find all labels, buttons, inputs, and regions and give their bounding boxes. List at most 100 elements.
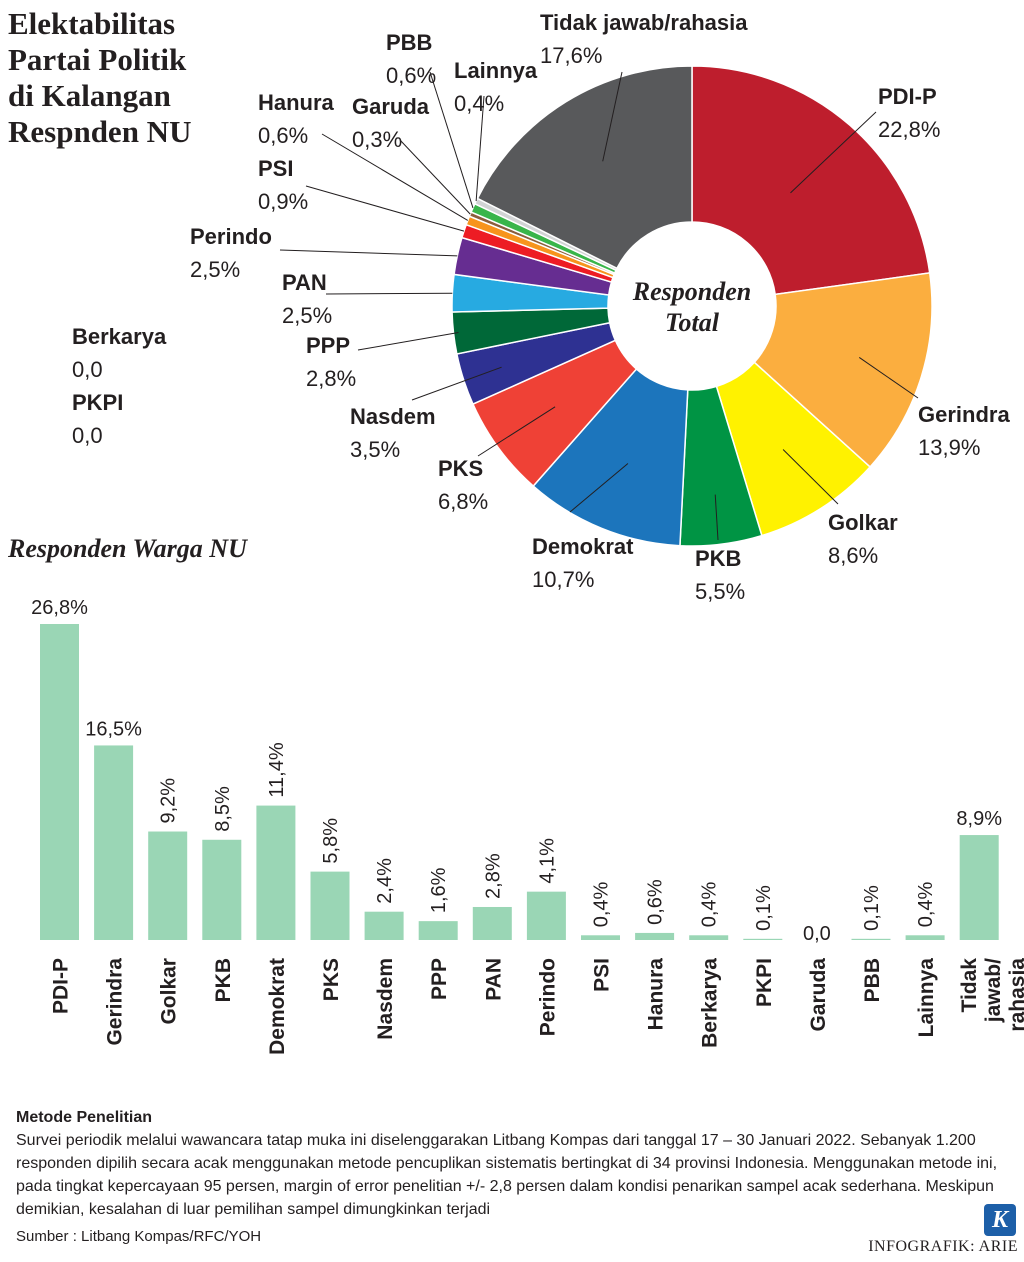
infographic-credit: INFOGRAFIK: ARIE [868, 1238, 1018, 1255]
donut-label-perindo: Perindo [190, 224, 272, 249]
bar-pan [472, 906, 512, 940]
donut-label-pkb: PKB [695, 546, 741, 571]
leader-line-pks [477, 406, 556, 457]
methodology-section: Metode Penelitian Survei periodik melalu… [16, 1106, 1016, 1221]
leader-line-psi [305, 185, 465, 232]
title-line-2: Partai Politik [8, 42, 187, 77]
bar-golkar [148, 831, 188, 940]
leader-line-lainnya [475, 95, 485, 202]
donut-center-label: Responden Total [632, 277, 751, 337]
donut-value-perindo: 2,5% [190, 257, 240, 282]
donut-label-pks: PKS [438, 456, 483, 481]
bar-lainnya [905, 935, 945, 940]
donut-value-pkpi: 0,0 [72, 423, 103, 448]
donut-label-demokrat: Demokrat [532, 534, 634, 559]
leader-line-nasdem [411, 366, 502, 401]
bar-category-lainnya: Lainnya [915, 958, 938, 1038]
donut-label-lainnya: Lainnya [454, 58, 538, 83]
bar-category-perindo: Perindo [536, 958, 559, 1036]
bar-category-gerindra: Gerindra [104, 958, 127, 1046]
donut-value-ppp: 2,8% [306, 366, 356, 391]
bar-perindo [526, 891, 566, 940]
bar-value-gerindra: 16,5% [85, 718, 142, 740]
donut-value-pbb: 0,6% [386, 63, 436, 88]
leader-line-ppp [357, 332, 459, 351]
donut-value-tidak-jawab-rahasia: 17,6% [540, 43, 602, 68]
bar-category-pdi-p: PDI-P [50, 958, 73, 1014]
leader-line-perindo [279, 249, 458, 257]
leader-line-golkar [782, 449, 839, 505]
bar-berkarya [689, 935, 729, 940]
bar-value-lainnya: 0,4% [915, 881, 937, 927]
donut-value-pan: 2,5% [282, 303, 332, 328]
bar-value-garuda: 0,0 [803, 923, 831, 945]
bar-demokrat [256, 805, 296, 940]
bar-category-ppp: PPP [428, 958, 451, 1000]
bar-category-berkarya: Berkarya [699, 958, 722, 1048]
donut-value-hanura: 0,6% [258, 123, 308, 148]
donut-slice-pdi-p [691, 65, 931, 296]
bar-value-pks: 5,8% [320, 818, 342, 864]
bar-pks [310, 871, 350, 940]
bar-category-golkar: Golkar [158, 958, 181, 1025]
bar-hanura [635, 932, 675, 940]
methodology-title: Metode Penelitian [16, 1109, 153, 1126]
title-line-4: Respnden NU [8, 114, 192, 149]
donut-label-pan: PAN [282, 270, 327, 295]
bar-tidak-jawab-rahasia [959, 835, 999, 940]
donut-label-pkpi: PKPI [72, 390, 123, 415]
donut-value-nasdem: 3,5% [350, 437, 400, 462]
donut-label-berkarya: Berkarya [72, 324, 167, 349]
chart-canvas: Responden Total PDI-P 22,8% Gerindra 13,9% G… [31, 10, 1024, 1055]
bar-category-tidak-jawab-rahasia-line-3: rahasia [1006, 958, 1024, 1032]
kompas-logo: K [984, 1204, 1016, 1236]
source-note: Sumber : Litbang Kompas/RFC/YOH [16, 1228, 262, 1245]
donut-value-demokrat: 10,7% [532, 567, 594, 592]
leader-line-garuda [399, 139, 471, 215]
title-line-3: di Kalangan [8, 78, 171, 113]
leader-line-hanura [321, 133, 469, 221]
donut-value-pks: 6,8% [438, 489, 488, 514]
donut-label-garuda: Garuda [352, 94, 430, 119]
leader-line-pan [325, 292, 453, 295]
donut-value-pkb: 5,5% [695, 579, 745, 604]
bar-value-pkb: 8,5% [212, 786, 234, 832]
bar-value-pkpi: 0,1% [753, 885, 775, 931]
donut-labels: PDI-P 22,8% Gerindra 13,9% Golkar 8,6% PKB 5,5%… [72, 10, 1010, 604]
bar-value-hanura: 0,6% [645, 879, 667, 925]
bar-value-nasdem: 2,4% [374, 858, 396, 904]
leader-line-pkb [714, 494, 719, 541]
donut-slice-gerindra [753, 272, 933, 469]
chart-title: Elektabilitas Partai Politik di Kalangan… [8, 6, 258, 150]
bar-pkb [202, 839, 242, 940]
bar-value-perindo: 4,1% [536, 838, 558, 884]
bar-chart-title: Responden Warga NU [8, 534, 247, 563]
bar-value-golkar: 9,2% [158, 778, 180, 824]
bar-category-pks: PKS [320, 958, 343, 1001]
donut-label-hanura: Hanura [258, 90, 335, 115]
title-line-1: Elektabilitas [8, 6, 176, 41]
bar-chart: 26,8% PDI-P 16,5% Gerindra 9,2% Golkar 8,5% PKB… [31, 597, 1024, 1055]
donut-value-garuda: 0,3% [352, 127, 402, 152]
bar-value-pan: 2,8% [482, 853, 504, 899]
donut-value-psi: 0,9% [258, 189, 308, 214]
bar-category-tidak-jawab-rahasia-line-2: jawab/ [982, 958, 1005, 1023]
leader-line-pdi-p [790, 111, 877, 194]
bar-value-tidak-jawab-rahasia: 8,9% [956, 808, 1002, 830]
bar-category-demokrat: Demokrat [266, 958, 289, 1055]
bar-value-berkarya: 0,4% [699, 881, 721, 927]
donut-value-pdi-p: 22,8% [878, 117, 940, 142]
bar-nasdem [364, 911, 404, 940]
bar-pkpi [743, 938, 783, 940]
donut-hole [609, 223, 775, 389]
methodology-text: Survei periodik melalui wawancara tatap … [16, 1132, 998, 1218]
bar-category-hanura: Hanura [645, 958, 668, 1031]
donut-slice-golkar [715, 361, 872, 537]
bar-value-demokrat: 11,4% [266, 742, 288, 797]
bar-psi [581, 935, 620, 940]
bar-gerindra [94, 745, 134, 940]
donut-value-lainnya: 0,4% [454, 91, 504, 116]
donut-value-golkar: 8,6% [828, 543, 878, 568]
donut-label-golkar: Golkar [828, 510, 898, 535]
donut-slice-demokrat [532, 367, 689, 547]
